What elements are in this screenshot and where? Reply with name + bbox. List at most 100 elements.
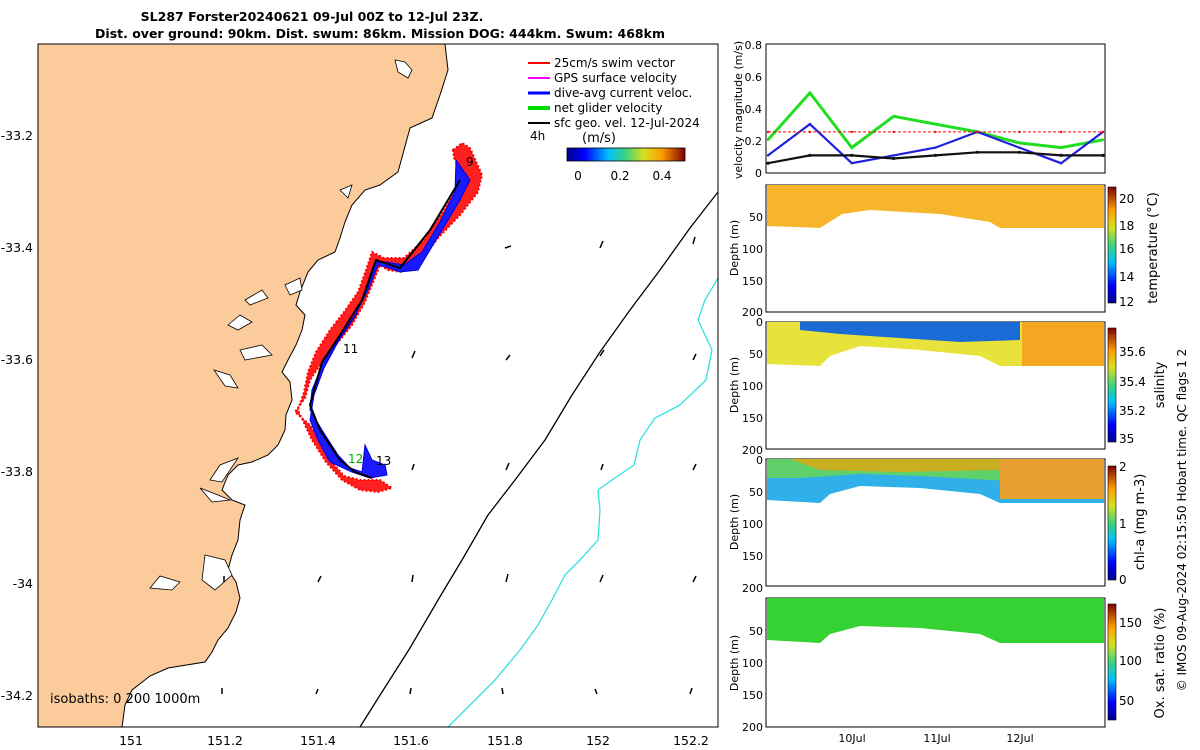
depth-tick: 0 xyxy=(756,316,763,329)
colorbar-tick: 0.4 xyxy=(652,169,671,183)
depth-tick: 100 xyxy=(742,518,763,531)
velocity-point xyxy=(892,130,895,134)
lat-tick: -34.2 xyxy=(1,688,33,703)
temperature-clabel: temperature (°C) xyxy=(1146,192,1161,304)
time-tick: 11Jul xyxy=(923,732,950,745)
velocity-point xyxy=(1059,146,1063,149)
salinity-panel: 35.6 35.4 35.2 35 salinity xyxy=(765,321,1168,450)
cbar-tick: 2 xyxy=(1119,460,1127,474)
chla-patch xyxy=(1000,459,1104,499)
map-land xyxy=(38,44,449,727)
velocity-series-group xyxy=(766,90,1105,165)
velocity-point xyxy=(808,153,812,157)
cbar-tick: 35.2 xyxy=(1119,404,1146,418)
cbar-tick: 35.6 xyxy=(1119,345,1146,359)
lat-tick: -33.8 xyxy=(1,464,33,479)
velocity-point xyxy=(766,161,770,165)
chla-field-peak xyxy=(790,459,1000,472)
track-label-11: 11 xyxy=(343,342,358,356)
oxygen-clabel: Ox. sat. ratio (%) xyxy=(1153,608,1168,719)
velocity-point xyxy=(892,115,895,118)
depth-tick: 50 xyxy=(749,348,763,361)
velocity-point xyxy=(934,146,937,149)
lon-tick: 151.2 xyxy=(207,733,243,748)
velocity-point xyxy=(892,154,895,157)
oxygen-panel: 150 100 50 Ox. sat. ratio (%) xyxy=(765,597,1168,728)
cbar-tick: 1 xyxy=(1119,517,1127,531)
depth-labels: Depth (m) Depth (m) Depth (m) Depth (m) xyxy=(728,220,741,691)
depth-tick: 100 xyxy=(742,243,763,256)
velocity-point xyxy=(766,154,770,157)
map-frame xyxy=(37,43,719,728)
legend-geo-velocity: sfc geo. vel. 12-Jul-2024 xyxy=(554,116,700,130)
vel-ytick: 0 xyxy=(755,167,762,180)
colorbar-oxygen xyxy=(1107,603,1117,721)
lon-tick: 151.4 xyxy=(300,733,336,748)
velocity-point xyxy=(1018,130,1021,134)
velocity-point xyxy=(1101,130,1105,134)
depth-tick: 100 xyxy=(742,380,763,393)
velocity-point xyxy=(850,153,854,157)
velocity-point xyxy=(808,122,812,126)
velocity-point xyxy=(850,146,853,149)
legend-gps-velocity: GPS surface velocity xyxy=(554,71,677,85)
depth-tick: 150 xyxy=(742,689,763,702)
velocity-point xyxy=(892,156,896,161)
lon-tick: 151.8 xyxy=(487,733,523,748)
glider-track xyxy=(308,179,461,479)
lon-tick: 152.2 xyxy=(673,733,709,748)
depth-label-salinity: Depth (m) xyxy=(728,357,741,413)
track-label-9: 9 xyxy=(466,155,474,169)
velocity-point xyxy=(976,130,979,134)
isobaths-label: isobaths: 0 200 1000m xyxy=(50,692,200,707)
velocity-point xyxy=(1101,153,1105,157)
time-tick: 10Jul xyxy=(838,732,865,745)
track-label-12: 12 xyxy=(348,452,363,466)
cbar-tick: 14 xyxy=(1119,270,1134,284)
figure-title-line1: SL287 Forster20240621 09-Jul 00Z to 12-J… xyxy=(141,9,484,24)
colorbar-chla xyxy=(1107,465,1117,581)
velocity-point xyxy=(1059,162,1063,165)
velocity-point xyxy=(1017,150,1021,154)
lat-tick: -33.4 xyxy=(1,240,33,255)
map-legend: 25cm/s swim vector GPS surface velocity … xyxy=(528,56,700,183)
map-lon-ticks: 151 151.2 151.4 151.6 151.8 152 152.2 xyxy=(119,733,709,748)
velocity-point xyxy=(1018,146,1021,149)
velocity-panel: 0 0.2 0.4 0.6 0.8 velocity magnitude (m/… xyxy=(732,39,1106,180)
depth-label-temperature: Depth (m) xyxy=(728,220,741,276)
velocity-point xyxy=(766,138,770,141)
cbar-tick: 35 xyxy=(1119,432,1134,446)
salinity-field-surface xyxy=(800,322,1020,342)
time-tick: 12Jul xyxy=(1006,732,1033,745)
depth-tick: 150 xyxy=(742,412,763,425)
colorbar-temperature xyxy=(1107,186,1117,304)
cbar-tick: 16 xyxy=(1119,242,1134,256)
depth-tick: 0 xyxy=(756,454,763,467)
vel-ytick: 0.6 xyxy=(745,71,763,84)
cbar-tick: 100 xyxy=(1119,654,1142,668)
velocity-point xyxy=(850,130,853,134)
velocity-point xyxy=(1059,130,1063,134)
depth-tick: 200 xyxy=(742,306,763,319)
depth-label-oxygen: Depth (m) xyxy=(728,635,741,691)
colorbar-unit: (m/s) xyxy=(582,131,616,146)
section-panels: 20 18 16 14 12 temperature (°C) 35.6 35.… xyxy=(728,184,1168,745)
isobath-200m xyxy=(359,191,718,727)
geo-velocity-arrows xyxy=(221,236,697,695)
velocity-point xyxy=(808,91,812,95)
velocity-point xyxy=(1059,153,1063,157)
legend-swim-vector: 25cm/s swim vector xyxy=(554,56,675,70)
velocity-frame xyxy=(765,43,1106,174)
lon-tick: 151.6 xyxy=(393,733,429,748)
cbar-tick: 50 xyxy=(1119,694,1134,708)
temperature-panel: 20 18 16 14 12 temperature (°C) xyxy=(765,184,1161,313)
cbar-tick: 18 xyxy=(1119,219,1134,233)
cbar-tick: 35.4 xyxy=(1119,375,1146,389)
depth-tick: 200 xyxy=(742,721,763,734)
velocity-ylabel: velocity magnitude (m/s) xyxy=(732,41,745,179)
velocity-point xyxy=(933,153,938,157)
velocity-point xyxy=(766,130,770,134)
depth-tick: 50 xyxy=(749,211,763,224)
chla-panel: 2 1 0 chl-a (mg m-3) xyxy=(765,458,1148,587)
